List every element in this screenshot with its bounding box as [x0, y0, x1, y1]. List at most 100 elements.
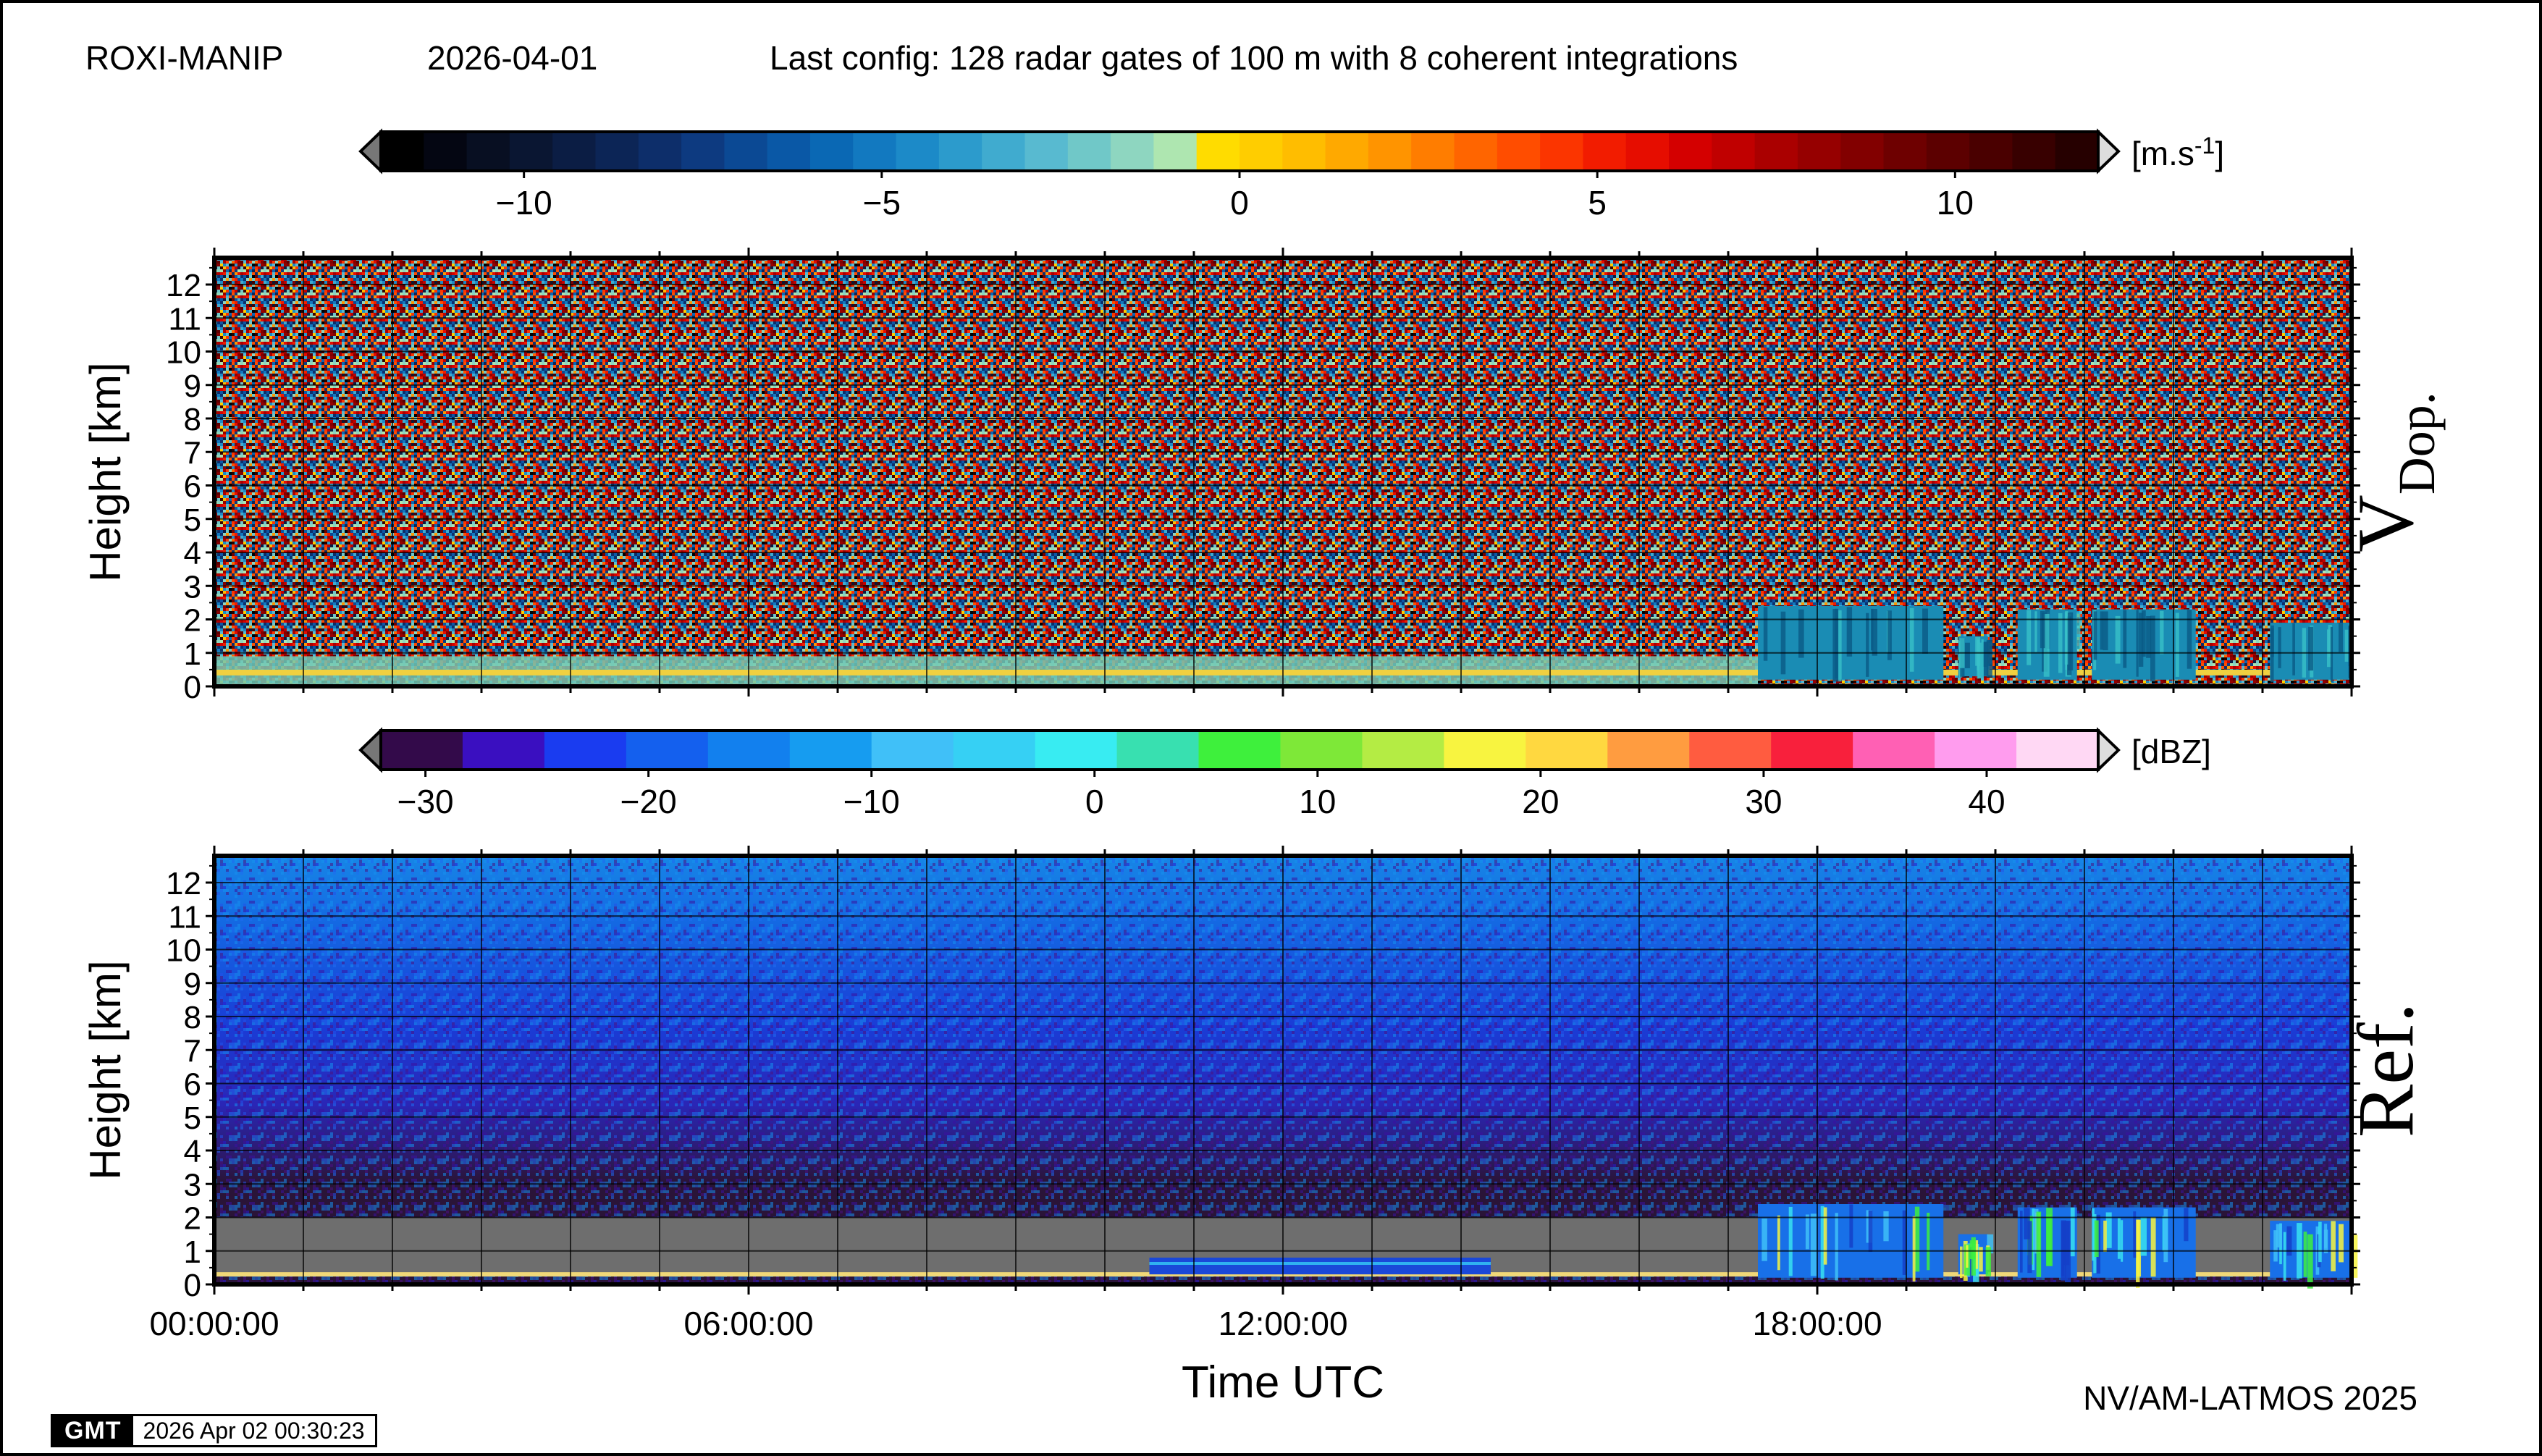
doppler-colorbar-swatch — [2055, 132, 2099, 171]
doppler-echo-streak — [2278, 627, 2281, 668]
doppler-colorbar-swatch — [1240, 132, 1283, 171]
doppler-colorbar-swatch — [1540, 132, 1583, 171]
doppler-y-tick-label: 5 — [184, 502, 201, 538]
reflectivity-colorbar-swatch — [462, 731, 545, 770]
reflectivity-echo-streak — [2024, 1208, 2030, 1240]
doppler-colorbar-swatch — [724, 132, 768, 171]
reflectivity-echo-streak — [2303, 1232, 2307, 1277]
doppler-colorbar-swatch — [896, 132, 940, 171]
doppler-y-tick-label: 0 — [184, 670, 201, 705]
reflectivity-echo-streak — [2351, 1234, 2358, 1278]
reflectivity-colorbar-swatch — [1771, 731, 1853, 770]
doppler-colorbar-swatch — [1969, 132, 2013, 171]
reflectivity-colorbar-swatch — [626, 731, 709, 770]
reflectivity-y-tick-label: 6 — [184, 1067, 201, 1103]
reflectivity-y-tick-label: 3 — [184, 1167, 201, 1203]
doppler-colorbar-tick-label: 0 — [1230, 184, 1249, 222]
doppler-echo-streak — [1982, 641, 1988, 667]
doppler-colorbar-swatches — [381, 132, 2099, 171]
reflectivity-echo-streak — [1777, 1215, 1780, 1271]
reflectivity-echo-streak — [2105, 1212, 2112, 1248]
reflectivity-colorbar-tick-label: 20 — [1522, 783, 1559, 820]
reflectivity-y-tick-label: 9 — [184, 967, 201, 1002]
doppler-colorbar-high-triangle — [2097, 128, 2121, 174]
doppler-echo-streak — [2187, 610, 2192, 669]
reflectivity-colorbar-tick-label: 0 — [1085, 783, 1104, 820]
doppler-colorbar-swatch — [638, 132, 682, 171]
reflectivity-echo-streak — [2140, 1217, 2147, 1256]
reflectivity-echo-streak — [1788, 1206, 1793, 1276]
gmt-logo: GMT — [53, 1416, 133, 1445]
doppler-echo-streak — [1866, 613, 1869, 677]
doppler-panel-title: VDop. — [2341, 392, 2446, 552]
doppler-y-tick-label: 6 — [184, 469, 201, 505]
doppler-colorbar-swatch — [810, 132, 854, 171]
doppler-colorbar-tick-label: 5 — [1588, 184, 1607, 222]
doppler-colorbar-swatch — [1454, 132, 1498, 171]
doppler-colorbar-low-triangle — [358, 128, 382, 174]
doppler-colorbar-swatch — [466, 132, 510, 171]
reflectivity-echo-streak — [1762, 1218, 1767, 1261]
doppler-echo-streak — [2327, 629, 2332, 668]
reflectivity-colorbar-tick-label: 40 — [1968, 783, 2005, 820]
doppler-echo-streak — [1977, 638, 1979, 670]
x-axis-label: Time UTC — [1182, 1358, 1384, 1407]
reflectivity-echo-streak — [1902, 1210, 1906, 1275]
doppler-colorbar-swatch — [1411, 132, 1455, 171]
doppler-y-tick-label: 9 — [184, 369, 201, 404]
doppler-colorbar-swatch — [1368, 132, 1412, 171]
reflectivity-colorbar-tick-label: 10 — [1299, 783, 1336, 820]
doppler-y-tick-label: 1 — [184, 636, 201, 672]
doppler-colorbar-swatch — [767, 132, 811, 171]
reflectivity-colorbar-swatch — [1525, 731, 1608, 770]
reflectivity-echo-streak — [2046, 1214, 2052, 1266]
reflectivity-echo-streak — [2133, 1211, 2137, 1258]
reflectivity-echo-streak — [2276, 1224, 2282, 1247]
doppler-echo-streak — [2034, 611, 2037, 652]
reflectivity-echo-streak — [1987, 1234, 1994, 1254]
doppler-y-tick-label: 2 — [184, 603, 201, 639]
reflectivity-colorbar-frame — [379, 729, 2100, 771]
doppler-x-ticks — [213, 248, 2353, 697]
doppler-echo-streak — [2027, 610, 2032, 665]
doppler-colorbar-swatch — [1325, 132, 1369, 171]
reflectivity-colorbar-swatch — [1444, 731, 1526, 770]
doppler-echo-streak — [1909, 607, 1914, 672]
doppler-colorbar-tick-label: 10 — [1937, 184, 1974, 222]
doppler-echo-streak — [1981, 639, 1984, 680]
doppler-colorbar-swatch — [1797, 132, 1841, 171]
reflectivity-y-tick-label: 11 — [168, 899, 201, 935]
reflectivity-echo-streak — [1969, 1240, 1976, 1260]
doppler-colorbar-swatch — [1153, 132, 1198, 171]
doppler-echo-streak — [2100, 611, 2103, 650]
reflectivity-echo-streak — [2286, 1226, 2292, 1256]
reflectivity-echo-streak — [2032, 1208, 2035, 1271]
reflectivity-echo-streak — [1966, 1245, 1969, 1268]
reflectivity-echo-streak — [1823, 1207, 1827, 1265]
reflectivity-colorbar-swatch — [1689, 731, 1772, 770]
reflectivity-colorbar-swatch — [1116, 731, 1200, 770]
reflectivity-colorbar-ticks: −30 −20 −10 0 10 20 30 40 — [397, 770, 2006, 820]
doppler-echo-streak — [1763, 607, 1768, 661]
reflectivity-y-tick-label: 12 — [166, 866, 201, 901]
reflectivity-echo-streak — [2027, 1221, 2032, 1274]
doppler-colorbar-swatch — [595, 132, 639, 171]
reflectivity-echo-streak — [1912, 1216, 1916, 1282]
reflectivity-y-tick-label: 2 — [184, 1201, 201, 1237]
reflectivity-echo-streak — [1959, 1246, 1963, 1279]
doppler-echo-streak — [2103, 611, 2108, 651]
doppler-colorbar-swatch — [1583, 132, 1627, 171]
doppler-echo-streak — [2058, 613, 2063, 673]
doppler-echo-streak — [2139, 613, 2144, 667]
reflectivity-colorbar-swatch — [544, 731, 627, 770]
doppler-colorbar-swatch — [552, 132, 597, 171]
reflectivity-colorbar-swatch — [1198, 731, 1281, 770]
doppler-colorbar-unit-sup: -1 — [2194, 132, 2215, 159]
reflectivity-x-tick-label: 18:00:00 — [1752, 1305, 1882, 1342]
doppler-colorbar-swatch — [1754, 132, 1798, 171]
reflectivity-colorbar-swatch — [2016, 731, 2099, 770]
doppler-echo-streak — [1835, 608, 1838, 679]
reflectivity-echo-streak — [1835, 1213, 1838, 1281]
